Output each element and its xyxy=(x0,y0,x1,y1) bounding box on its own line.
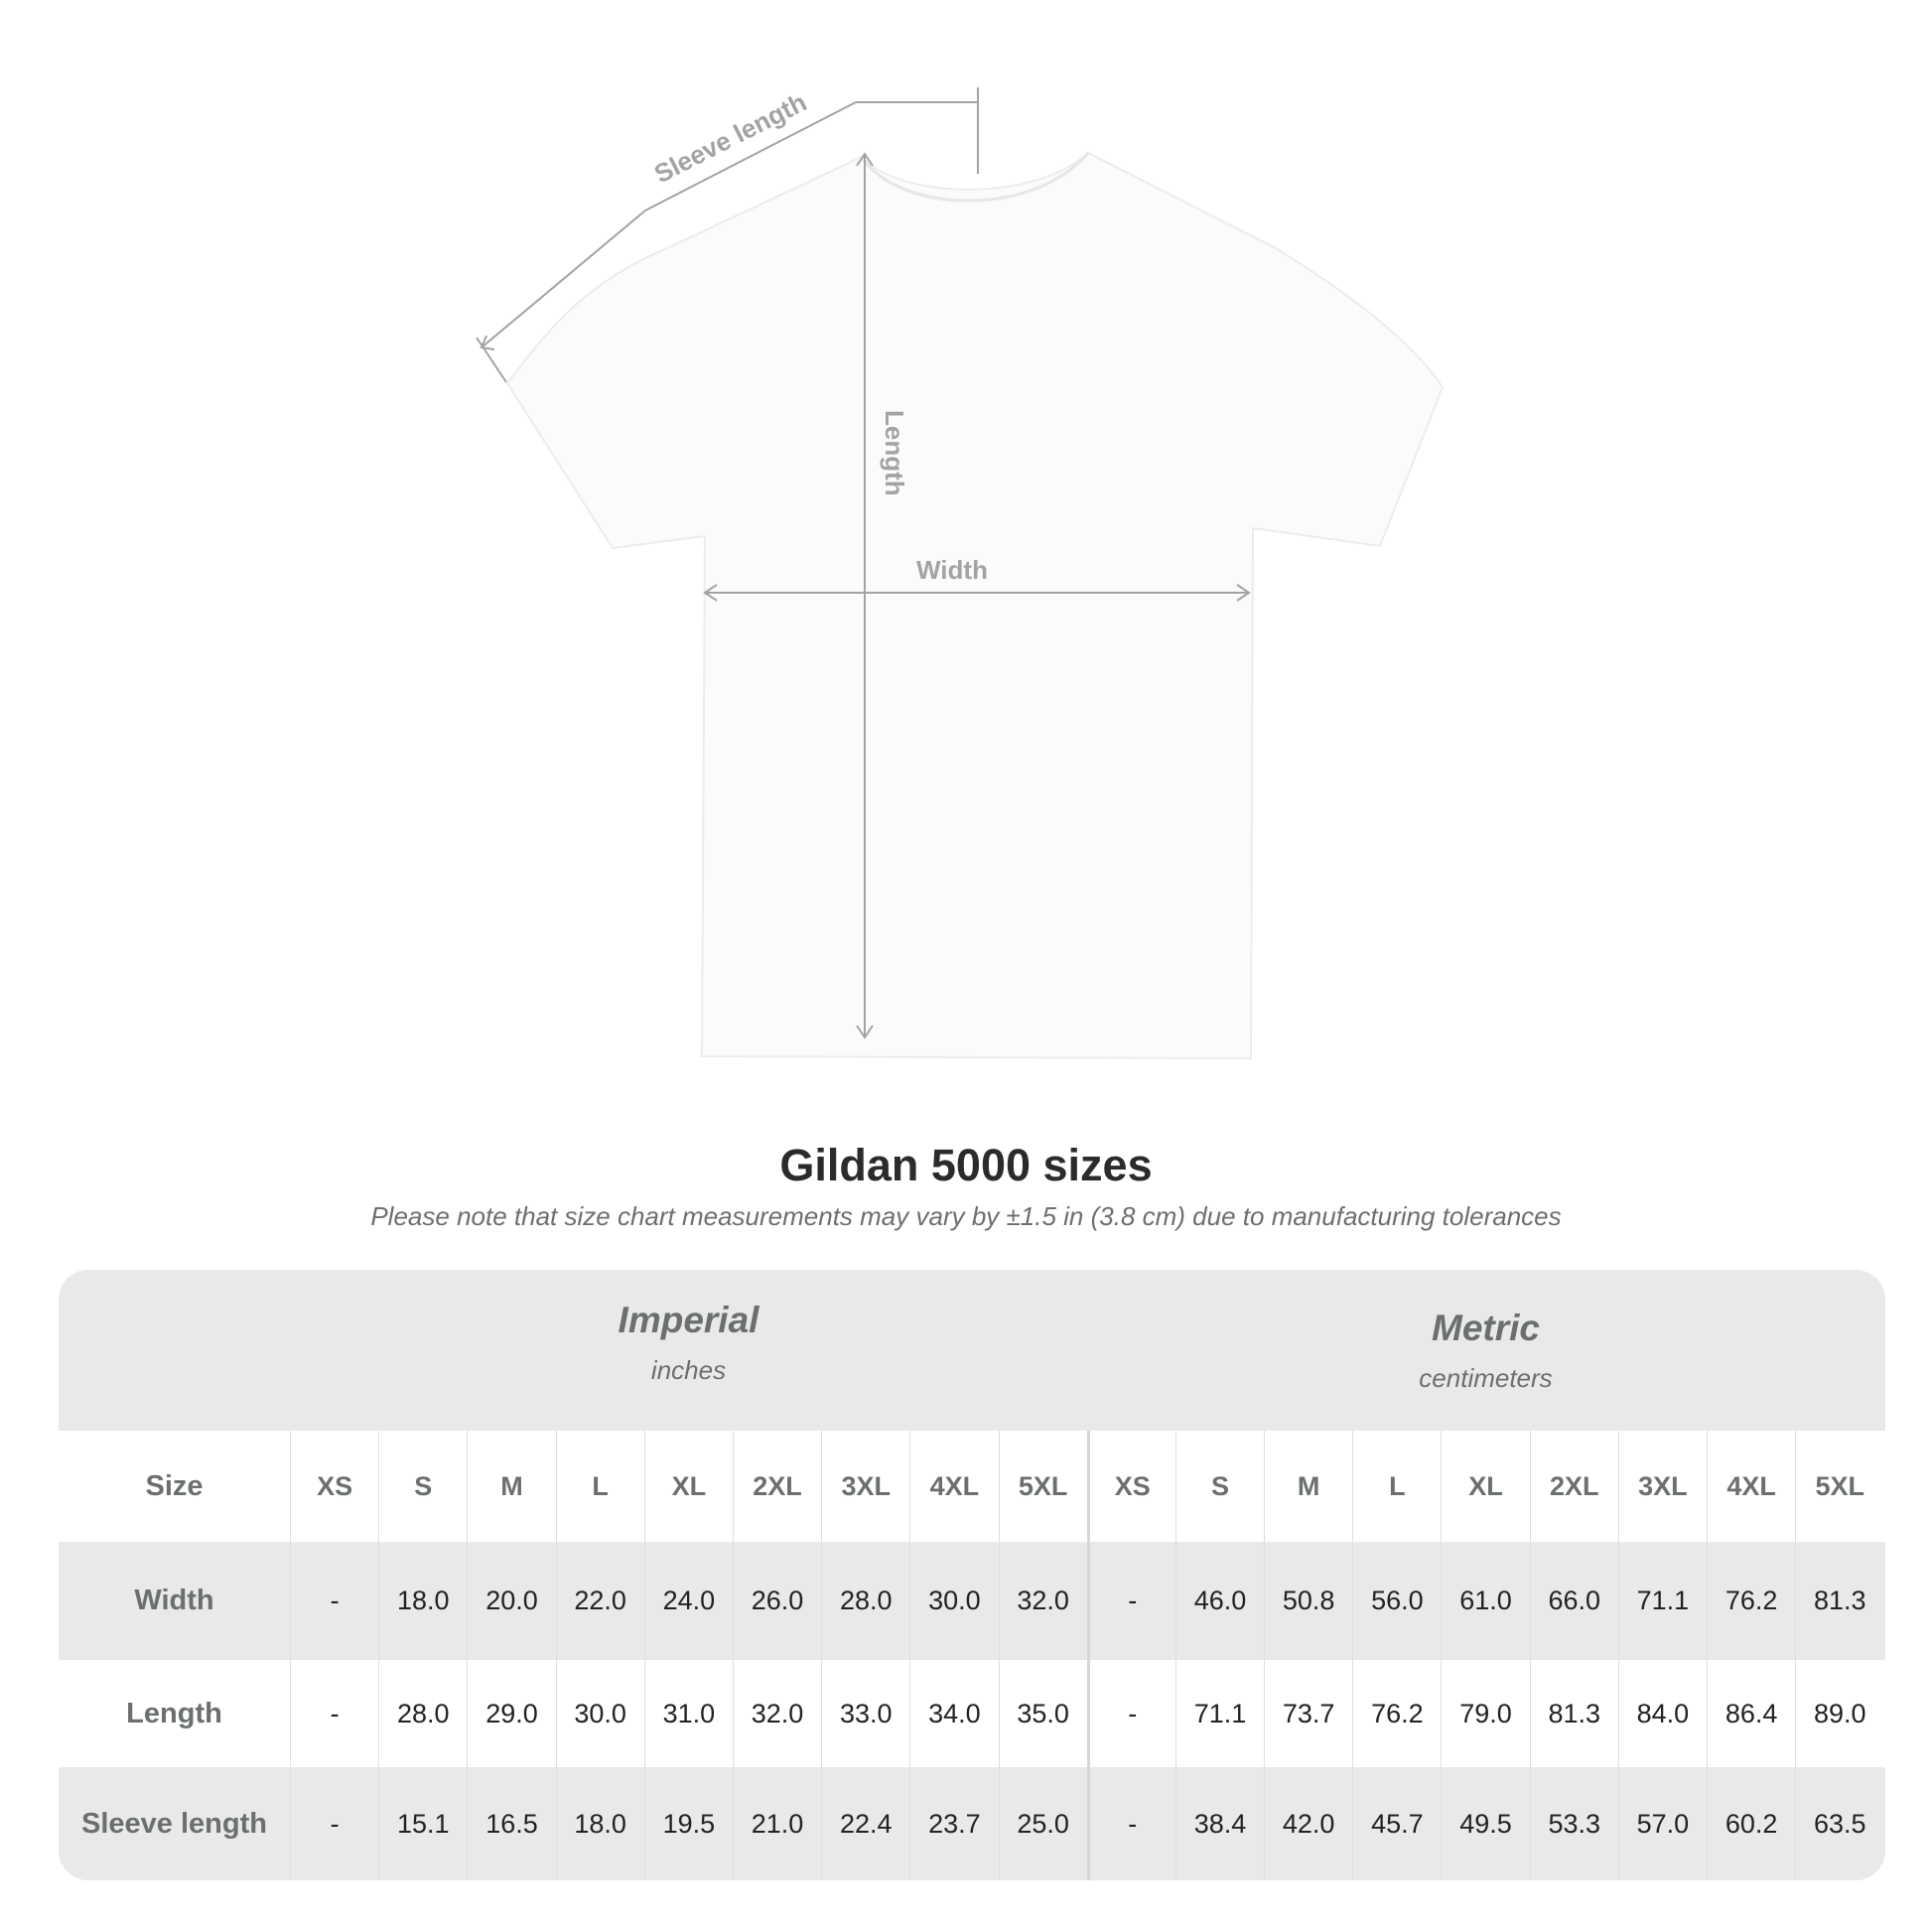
size-header-metric: 4XL xyxy=(1707,1431,1795,1542)
imperial-label: Imperial xyxy=(618,1300,759,1340)
imperial-cell: 31.0 xyxy=(643,1660,733,1767)
metric-cell: - xyxy=(1086,1767,1175,1880)
imperial-cell: - xyxy=(290,1542,378,1660)
imperial-cell: 29.0 xyxy=(467,1660,555,1767)
size-header-metric: 5XL xyxy=(1795,1431,1883,1542)
size-header-imperial: 4XL xyxy=(909,1431,998,1542)
size-header-metric: XS xyxy=(1086,1431,1175,1542)
metric-cell: 45.7 xyxy=(1352,1767,1441,1880)
metric-cell: 66.0 xyxy=(1529,1542,1618,1660)
row-label: Length xyxy=(126,1697,222,1729)
size-header-metric: XL xyxy=(1441,1431,1529,1542)
imperial-cell: 15.1 xyxy=(378,1767,467,1880)
size-label: Size xyxy=(145,1469,204,1502)
imperial-cell: 19.5 xyxy=(643,1767,733,1880)
size-header-imperial: 2XL xyxy=(732,1431,821,1542)
size-header-imperial: XL xyxy=(643,1431,733,1542)
imperial-cell: 30.0 xyxy=(909,1542,998,1660)
imperial-cell: - xyxy=(290,1767,378,1880)
imperial-cell: 18.0 xyxy=(378,1542,467,1660)
imperial-cell: - xyxy=(290,1660,378,1767)
imperial-cell: 32.0 xyxy=(998,1542,1087,1660)
metric-cell: 79.0 xyxy=(1441,1660,1529,1767)
size-header-row: Size XS S M L XL 2XL 3XL 4XL 5XL XS S M L XL 2XL 3XL 4XL 5… xyxy=(59,1431,1885,1542)
row-label: Sleeve length xyxy=(81,1807,267,1840)
metric-unit: centimeters xyxy=(1419,1363,1553,1393)
imperial-cell: 33.0 xyxy=(821,1660,909,1767)
metric-cell: 81.3 xyxy=(1795,1542,1883,1660)
tolerance-note: Please note that size chart measurements… xyxy=(370,1201,1562,1231)
metric-cell: 57.0 xyxy=(1617,1767,1707,1880)
metric-cell: 61.0 xyxy=(1441,1542,1529,1660)
size-header-metric: L xyxy=(1352,1431,1441,1542)
table-row: Length -28.0 29.0 30.0 31.0 32.0 33.0 34.0 35.0-… xyxy=(59,1660,1885,1767)
imperial-cell: 20.0 xyxy=(467,1542,555,1660)
imperial-cell: 28.0 xyxy=(378,1660,467,1767)
size-header-imperial: S xyxy=(378,1431,467,1542)
row-label: Width xyxy=(134,1585,214,1616)
size-table: Imperial inches Metric centimeters Size X… xyxy=(59,1270,1885,1880)
imperial-cell: 16.5 xyxy=(467,1767,555,1880)
metric-cell: 56.0 xyxy=(1352,1542,1441,1660)
metric-cell: 53.3 xyxy=(1529,1767,1618,1880)
tshirt-shape xyxy=(505,151,1445,1060)
size-header-metric: S xyxy=(1174,1431,1264,1542)
imperial-cell: 24.0 xyxy=(643,1542,733,1660)
unit-header-band xyxy=(59,1270,1885,1431)
imperial-cell: 35.0 xyxy=(998,1660,1087,1767)
metric-cell: 89.0 xyxy=(1795,1660,1883,1767)
size-header-imperial: M xyxy=(467,1431,555,1542)
imperial-header: Imperial inches xyxy=(290,1300,1087,1386)
metric-cell: 46.0 xyxy=(1174,1542,1264,1660)
metric-cell: 81.3 xyxy=(1529,1660,1618,1767)
sleeve-measure-line xyxy=(481,209,646,348)
metric-cell: 71.1 xyxy=(1617,1542,1707,1660)
metric-cell: 76.2 xyxy=(1707,1542,1795,1660)
metric-header: Metric centimeters xyxy=(1087,1308,1884,1394)
metric-cell: - xyxy=(1086,1660,1175,1767)
chart-title: Gildan 5000 sizes xyxy=(779,1140,1153,1190)
size-header-imperial: 5XL xyxy=(998,1431,1087,1542)
width-label: Width xyxy=(916,555,988,585)
imperial-cell: 25.0 xyxy=(998,1767,1087,1880)
size-header-metric: M xyxy=(1264,1431,1352,1542)
imperial-cell: 18.0 xyxy=(555,1767,644,1880)
size-header-imperial: 3XL xyxy=(821,1431,909,1542)
tshirt-diagram: Sleeve length Length Width xyxy=(476,87,1445,1060)
size-header-imperial: XS xyxy=(290,1431,378,1542)
metric-cell: 73.7 xyxy=(1264,1660,1352,1767)
metric-cell: 42.0 xyxy=(1264,1767,1352,1880)
table-row: Width -18.0 20.0 22.0 24.0 26.0 28.0 30.0 32.0-4… xyxy=(59,1542,1885,1660)
size-header-metric: 3XL xyxy=(1617,1431,1707,1542)
metric-label: Metric xyxy=(1432,1308,1540,1348)
metric-cell: 71.1 xyxy=(1174,1660,1264,1767)
metric-cell: 60.2 xyxy=(1707,1767,1795,1880)
metric-cell: 50.8 xyxy=(1264,1542,1352,1660)
imperial-cell: 28.0 xyxy=(821,1542,909,1660)
metric-cell: 76.2 xyxy=(1352,1660,1441,1767)
imperial-cell: 22.4 xyxy=(821,1767,909,1880)
size-header-metric: 2XL xyxy=(1529,1431,1618,1542)
metric-cell: 86.4 xyxy=(1707,1660,1795,1767)
metric-cell: - xyxy=(1086,1542,1175,1660)
metric-cell: 84.0 xyxy=(1617,1660,1707,1767)
imperial-cell: 23.7 xyxy=(909,1767,998,1880)
imperial-unit: inches xyxy=(650,1355,727,1385)
table-row: Sleeve length -15.1 16.5 18.0 19.5 21.0 22.4 23… xyxy=(59,1767,1885,1880)
size-header-imperial: L xyxy=(555,1431,644,1542)
imperial-cell: 21.0 xyxy=(732,1767,821,1880)
imperial-cell: 32.0 xyxy=(732,1660,821,1767)
metric-cell: 49.5 xyxy=(1441,1767,1529,1880)
imperial-cell: 26.0 xyxy=(732,1542,821,1660)
imperial-cell: 22.0 xyxy=(555,1542,644,1660)
metric-cell: 63.5 xyxy=(1795,1767,1883,1880)
imperial-cell: 30.0 xyxy=(555,1660,644,1767)
metric-cell: 38.4 xyxy=(1174,1767,1264,1880)
length-label: Length xyxy=(880,410,909,496)
imperial-cell: 34.0 xyxy=(909,1660,998,1767)
